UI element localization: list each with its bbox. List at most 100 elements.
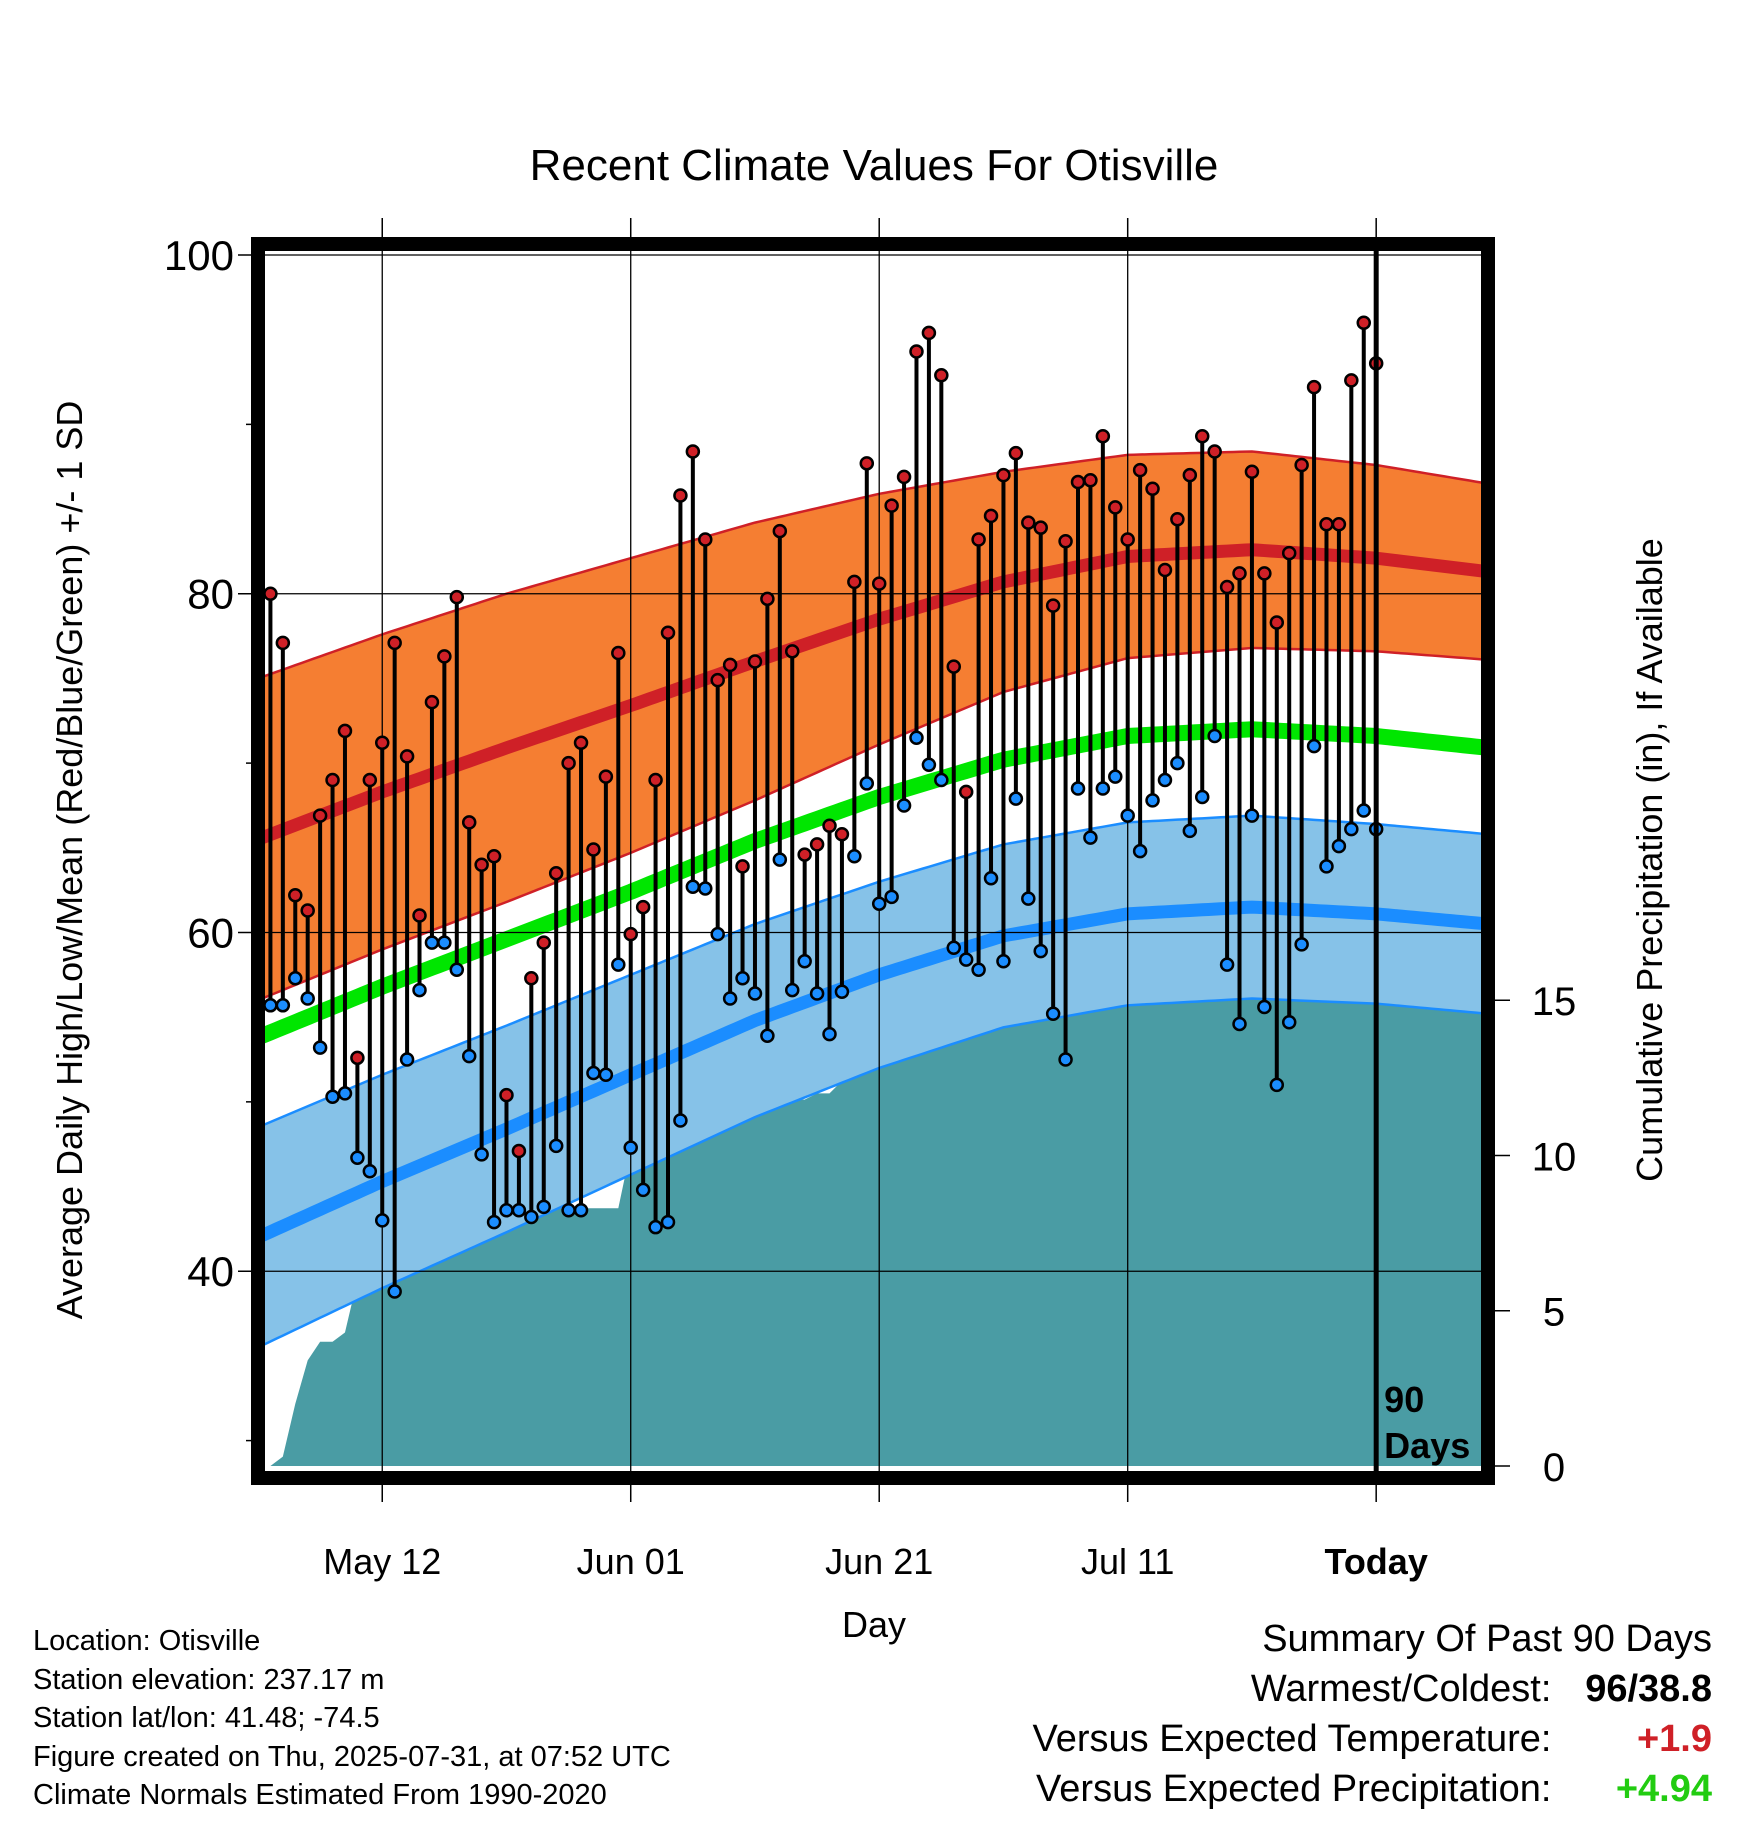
daily-high-point [412,908,427,923]
temp-row: Versus Expected Temperature: +1.9 [1033,1714,1712,1764]
y-tick-label: 100 [164,232,234,279]
plot-frame [251,237,1495,1485]
warm-cold-separator: / [1627,1668,1639,1710]
warm-cold-value: 96/38.8 [1562,1664,1712,1714]
plot-inner [258,244,1488,1478]
daily-low-point [772,852,788,867]
daily-low-point [1170,755,1185,771]
daily-high-point [474,857,489,872]
daily-high-point [288,887,303,903]
normals-text: Climate Normals Estimated From 1990-2020 [33,1779,607,1811]
warm-cold-row: Warmest/Coldest: 96/38.8 [1033,1664,1712,1714]
daily-high-point [772,523,788,539]
daily-low-point [747,986,763,1001]
daily-low-point [312,1040,328,1055]
daily-high-point [536,935,552,950]
y-axis-label: Average Daily High/Low/Mean (Red/Blue/Gr… [49,401,90,1320]
daily-low-point [412,982,427,998]
daily-low-point [1182,823,1198,839]
daily-low-point [822,1026,837,1042]
y2-tick-label: 0 [1543,1446,1565,1490]
daily-high-point [337,723,353,739]
daily-high-point [1331,517,1347,532]
daily-high-point [958,784,974,800]
daily-high-point [586,842,601,857]
plot-area: 90 Days 40 60 80 100 0 5 10 15 May 12 Jun 01 Jun 21 J… [164,218,1576,1582]
daily-low-point [698,881,713,896]
daily-high-point [909,344,924,359]
daily-low-point [1008,791,1024,806]
daily-high-point [660,625,676,640]
temp-value: +1.9 [1636,1718,1712,1760]
warmest-value: 96 [1585,1668,1628,1710]
today-marker-word: Days [1384,1425,1470,1466]
daily-high-point [1008,445,1024,461]
summary-panel: Summary Of Past 90 Days Warmest/Coldest:… [1033,1614,1712,1814]
warm-cold-label: Warmest/Coldest: [1250,1668,1552,1710]
precip-label: Versus Expected Precipitation: [1036,1768,1552,1810]
daily-low-point [598,1067,614,1083]
coldest-value: 38.8 [1638,1668,1712,1710]
daily-low-point [1120,808,1135,823]
daily-high-point [350,1050,365,1066]
daily-high-point [424,694,440,710]
daily-high-point [784,644,800,659]
daily-low-point [660,1214,676,1230]
daily-low-point [784,982,800,998]
daily-high-point [461,815,477,830]
daily-high-point [1294,457,1309,473]
daily-low-point [499,1203,514,1218]
daily-low-point [275,998,291,1013]
daily-low-point [635,1182,651,1198]
daily-low-point [511,1203,527,1218]
daily-low-point [474,1147,489,1162]
daily-low-point [548,1138,564,1154]
daily-low-point [847,849,862,864]
daily-high-point [934,368,949,383]
daily-low-point [288,970,303,986]
daily-low-point [834,984,850,1000]
station-info: Location: Otisville Station elevation: 2… [33,1622,671,1815]
daily-low-point [797,954,812,969]
daily-low-point [325,1089,340,1105]
elevation-text: Station elevation: 237.17 m [33,1663,385,1696]
daily-high-point [573,735,589,751]
daily-low-point [871,896,887,911]
y-tick-label: 80 [187,571,234,618]
daily-high-point [399,749,415,764]
daily-high-point [524,970,539,986]
daily-high-point [1021,515,1036,530]
daily-high-point [1120,532,1135,547]
daily-low-point [449,962,465,977]
daily-low-point [1021,891,1036,906]
daily-high-point [971,532,986,547]
daily-low-point [536,1199,552,1215]
normal-high-sd-band [258,450,1488,1002]
daily-low-point [1244,808,1260,823]
daily-low-point [524,1209,539,1225]
daily-low-point [1095,781,1111,796]
created-text: Figure created on Thu, 2025-07-31, at 07… [33,1740,671,1773]
daily-low-point [1281,1014,1297,1030]
y2-axis-label: Cumulative Precipitation (in), If Availa… [1629,538,1670,1182]
daily-high-point [1281,545,1297,561]
daily-high-point [859,456,875,471]
daily-high-point [1182,467,1198,483]
daily-high-point [1083,473,1098,488]
daily-high-point [623,926,638,942]
daily-low-point [958,952,974,967]
daily-low-point [685,879,701,895]
daily-low-point [300,991,315,1006]
daily-low-point [263,998,278,1013]
y-tick-label: 40 [187,1248,234,1295]
daily-high-point [1132,462,1148,478]
daily-high-point [871,576,887,591]
precip-row: Versus Expected Precipitation: +4.94 [1033,1764,1712,1814]
daily-low-point [387,1284,402,1299]
daily-high-point [1170,511,1185,527]
daily-low-point [561,1203,576,1218]
daily-high-point [1269,615,1285,630]
daily-high-point [996,467,1011,483]
daily-high-point [374,735,390,751]
